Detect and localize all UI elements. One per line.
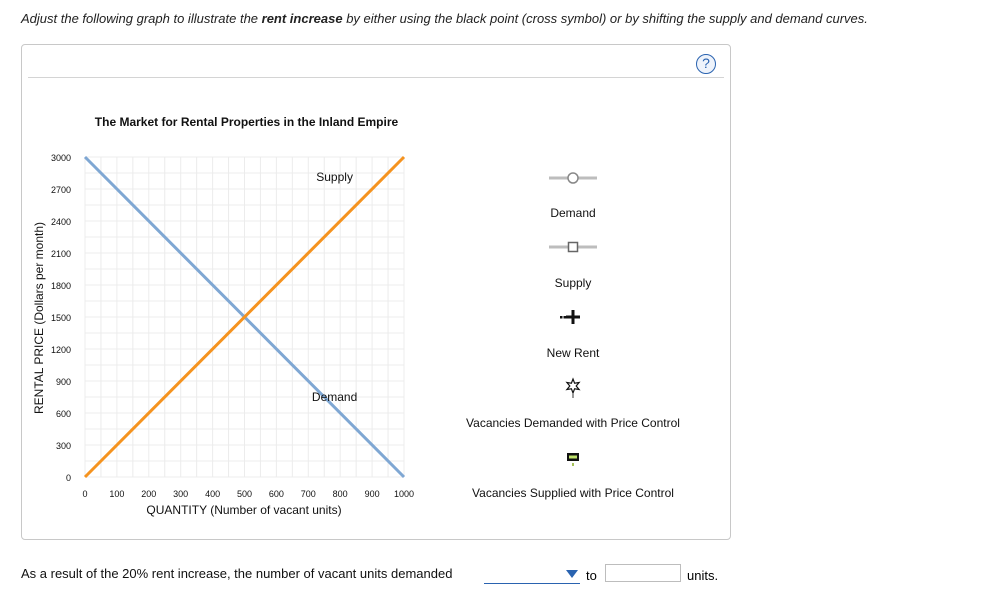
chevron-down-icon <box>566 570 578 578</box>
x-tick-label: 600 <box>269 489 284 499</box>
x-tick-label: 900 <box>365 489 380 499</box>
y-tick-label: 2100 <box>51 249 71 259</box>
graph-panel: ? <box>21 44 731 540</box>
question-text: As a result of the 20% rent increase, th… <box>21 566 453 581</box>
question-mark-icon[interactable]: ? <box>696 54 716 74</box>
tool-label-vacancies-supplied-with-price-control: Vacancies Supplied with Price Control <box>472 486 674 500</box>
y-tick-label: 1500 <box>51 313 71 323</box>
x-tick-label: 1000 <box>394 489 414 499</box>
x-tick-label: 400 <box>205 489 220 499</box>
units-label: units. <box>687 568 719 583</box>
y-tick-label: 600 <box>56 409 71 419</box>
y-tick-label: 0 <box>66 473 71 483</box>
supply-line-square-icon[interactable] <box>567 241 579 253</box>
black-cross-point-icon[interactable] <box>566 315 580 319</box>
y-tick-label: 300 <box>56 441 71 451</box>
y-tick-label: 2400 <box>51 217 71 227</box>
instructions-bold: rent increase <box>261 11 343 26</box>
supply-curve[interactable] <box>83 155 406 479</box>
tool-label-demand: Demand <box>550 206 595 220</box>
x-tick-label: 500 <box>237 489 252 499</box>
x-tick-label: 700 <box>301 489 316 499</box>
y-tick-label: 900 <box>56 377 71 387</box>
x-tick-label: 100 <box>109 489 124 499</box>
x-axis-label: QUANTITY (Number of vacant units) <box>146 503 341 517</box>
instructions-text: Adjust the following graph to illustrate… <box>21 11 868 26</box>
y-tick-label: 2700 <box>51 185 71 195</box>
y-tick-label: 1800 <box>51 281 71 291</box>
units-answer-input[interactable] <box>605 564 681 582</box>
y-axis-label: RENTAL PRICE (Dollars per month) <box>32 222 46 414</box>
y-tick-label: 3000 <box>51 153 71 163</box>
x-tick-label: 800 <box>333 489 348 499</box>
green-rect-inner-icon <box>569 455 577 459</box>
tool-label-supply: Supply <box>555 276 592 290</box>
tool-label-new-rent: New Rent <box>547 346 600 360</box>
to-label: to <box>586 568 597 583</box>
y-tick-label: 1200 <box>51 345 71 355</box>
instructions-before: Adjust the following graph to illustrate… <box>21 11 262 26</box>
cross-dot-icon <box>560 316 563 319</box>
units-demanded-dropdown[interactable] <box>484 567 580 584</box>
x-tick-label: 200 <box>141 489 156 499</box>
panel-divider <box>28 77 724 78</box>
demand-curve-label: Demand <box>312 390 357 404</box>
x-tick-label: 0 <box>82 489 87 499</box>
tool-label-vacancies-demanded-with-price-control: Vacancies Demanded with Price Control <box>466 416 680 430</box>
demand-line-circle-icon[interactable] <box>567 172 579 184</box>
x-tick-label: 300 <box>173 489 188 499</box>
cross-dot-icon <box>563 316 566 319</box>
star-stem-icon <box>572 394 574 398</box>
green-rect-stem-icon <box>572 463 574 466</box>
instructions-after: by either using the black point (cross s… <box>342 11 868 26</box>
star-point-icon[interactable] <box>565 377 581 395</box>
supply-curve-label: Supply <box>316 170 353 184</box>
chart-title: The Market for Rental Properties in the … <box>95 115 399 129</box>
